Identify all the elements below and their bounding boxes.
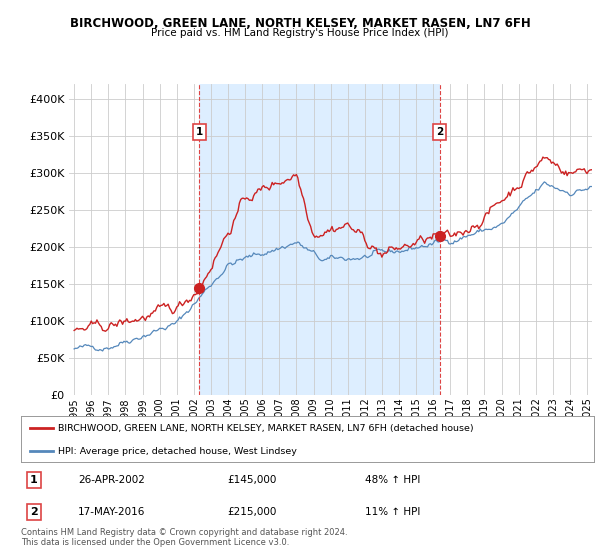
Text: 2: 2	[30, 507, 37, 517]
Text: 17-MAY-2016: 17-MAY-2016	[79, 507, 146, 517]
Text: 2: 2	[436, 127, 443, 137]
Text: 1: 1	[30, 475, 37, 486]
Text: 11% ↑ HPI: 11% ↑ HPI	[365, 507, 420, 517]
Text: BIRCHWOOD, GREEN LANE, NORTH KELSEY, MARKET RASEN, LN7 6FH: BIRCHWOOD, GREEN LANE, NORTH KELSEY, MAR…	[70, 17, 530, 30]
Bar	[199, 84, 440, 395]
Text: 1: 1	[196, 127, 203, 137]
Text: 48% ↑ HPI: 48% ↑ HPI	[365, 475, 420, 486]
Text: BIRCHWOOD, GREEN LANE, NORTH KELSEY, MARKET RASEN, LN7 6FH (detached house): BIRCHWOOD, GREEN LANE, NORTH KELSEY, MAR…	[58, 424, 474, 433]
Text: Contains HM Land Registry data © Crown copyright and database right 2024.
This d: Contains HM Land Registry data © Crown c…	[21, 528, 347, 547]
Text: 26-APR-2002: 26-APR-2002	[79, 475, 145, 486]
Text: £145,000: £145,000	[227, 475, 277, 486]
Text: Price paid vs. HM Land Registry's House Price Index (HPI): Price paid vs. HM Land Registry's House …	[151, 28, 449, 38]
Text: £215,000: £215,000	[227, 507, 277, 517]
Text: HPI: Average price, detached house, West Lindsey: HPI: Average price, detached house, West…	[58, 447, 297, 456]
